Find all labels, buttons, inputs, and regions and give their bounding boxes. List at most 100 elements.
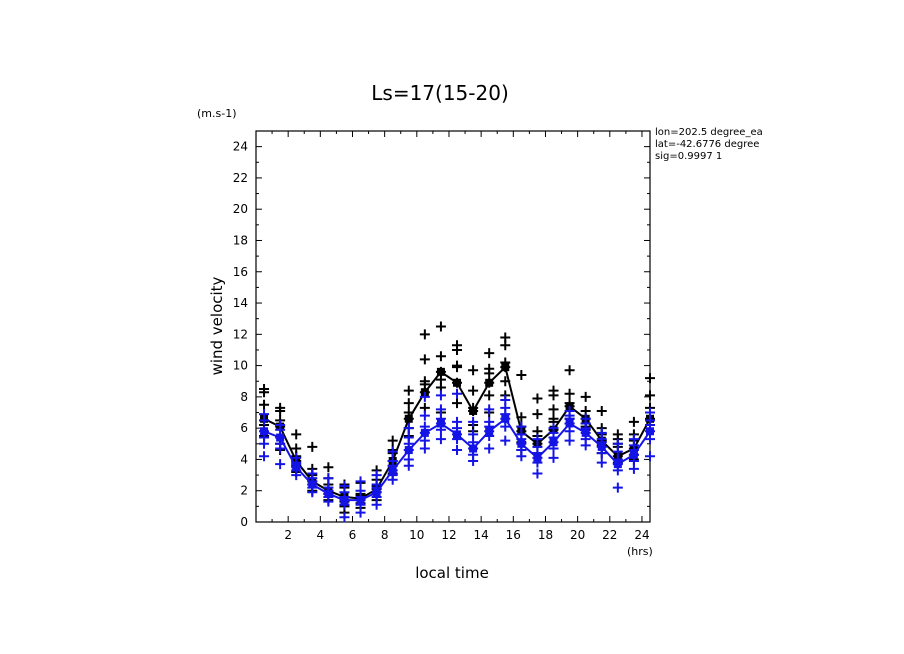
data-point-cross (548, 423, 559, 434)
data-point-cross (645, 407, 655, 418)
data-point-cross (548, 404, 559, 415)
data-point-cross (339, 481, 350, 492)
data-point-cross (532, 393, 543, 404)
series-1 (259, 388, 655, 523)
data-point-cross (435, 434, 446, 445)
data-point-cross (419, 329, 430, 340)
x-tick-label: 24 (634, 528, 649, 542)
y-tick-label: 2 (240, 484, 248, 498)
data-point-cross (403, 423, 414, 434)
x-tick-label: 18 (538, 528, 553, 542)
annotation-lat: lat=-42.6776 degree (655, 139, 760, 150)
data-marks (259, 321, 655, 523)
data-point-cross (452, 344, 463, 355)
data-point-cross (500, 435, 511, 446)
data-point-cross (548, 413, 559, 424)
data-point-cross (612, 438, 623, 449)
annotation-lon: lon=202.5 degree_ea (655, 127, 763, 138)
y-tick-label: 12 (233, 327, 248, 341)
y-unit-label: (m.s-1) (197, 107, 237, 120)
data-point-cross (387, 446, 398, 457)
plot-frame (255, 130, 651, 523)
data-point-cross (596, 427, 607, 438)
data-point-cross (275, 459, 286, 470)
data-point-cross (419, 379, 430, 390)
chart-title: Ls=17(15-20) (371, 81, 509, 105)
data-point-cross (564, 426, 575, 437)
y-tick-label: 14 (233, 296, 248, 310)
data-point-cross (452, 388, 463, 399)
data-point-cross (259, 415, 270, 426)
x-tick-label: 20 (570, 528, 585, 542)
y-tick-label: 10 (233, 359, 248, 373)
data-point-cross (500, 421, 511, 432)
data-point-cross (468, 385, 479, 396)
y-tick-label: 4 (240, 452, 248, 466)
data-point-cross (403, 454, 414, 465)
x-tick-label: 22 (602, 528, 617, 542)
data-point-cross (532, 468, 543, 479)
y-tick-label: 6 (240, 421, 248, 435)
data-point-cross (564, 365, 575, 376)
data-point-cross (532, 409, 543, 420)
data-point-cross (564, 388, 575, 399)
y-tick-label: 16 (233, 265, 248, 279)
data-point-cross (548, 452, 559, 463)
data-point-cross (612, 429, 623, 440)
data-point-cross (500, 395, 511, 406)
data-point-cross (307, 441, 318, 452)
data-point-cross (484, 404, 495, 415)
data-point-cross (435, 351, 446, 362)
x-tick-label: 10 (409, 528, 424, 542)
data-point-cross (645, 434, 655, 445)
y-tick-label: 8 (240, 390, 248, 404)
data-point-cross (516, 421, 527, 432)
data-point-cross (339, 512, 350, 523)
data-point-cross (403, 385, 414, 396)
data-point-cross (387, 435, 398, 446)
data-point-cross (419, 435, 430, 446)
data-point-cross (468, 365, 479, 376)
data-point-cross (435, 374, 446, 385)
x-tick-label: 16 (506, 528, 521, 542)
data-point-cross (259, 451, 270, 462)
x-tick-label: 14 (474, 528, 489, 542)
data-point-cross (452, 398, 463, 409)
location-annotation: lon=202.5 degree_ea lat=-42.6776 degree … (655, 127, 780, 171)
y-tick-label: 18 (233, 233, 248, 247)
x-tick-label: 6 (349, 528, 357, 542)
data-point-cross (452, 362, 463, 373)
annotation-sig: sig=0.9997 1 (655, 151, 723, 162)
data-point-cross (500, 340, 511, 351)
data-point-cross (484, 443, 495, 454)
y-tick-label: 20 (233, 202, 248, 216)
data-point-cross (548, 385, 559, 396)
data-point-cross (371, 470, 382, 481)
data-point-cross (323, 473, 334, 484)
x-tick-label: 2 (284, 528, 292, 542)
data-point-cross (516, 369, 527, 380)
data-point-cross (484, 390, 495, 401)
data-point-cross (452, 445, 463, 456)
x-tick-label: 4 (317, 528, 325, 542)
data-point-cross (291, 429, 302, 440)
x-tick-label: 12 (441, 528, 456, 542)
data-point-cross (532, 434, 543, 445)
data-point-cross (612, 482, 623, 493)
data-point-cross (419, 391, 430, 402)
data-point-cross (645, 373, 655, 384)
x-tick-label: 8 (381, 528, 389, 542)
data-point-cross (403, 398, 414, 409)
data-point-cross (596, 457, 607, 468)
y-tick-label: 22 (233, 171, 248, 185)
data-point-cross (645, 390, 655, 401)
y-tick-label: 24 (233, 140, 248, 154)
data-point-cross (435, 390, 446, 401)
data-point-cross (645, 451, 655, 462)
y-tick-label: 0 (240, 515, 248, 529)
data-point-cross (628, 416, 639, 427)
data-point-cross (419, 354, 430, 365)
data-point-cross (468, 416, 479, 427)
